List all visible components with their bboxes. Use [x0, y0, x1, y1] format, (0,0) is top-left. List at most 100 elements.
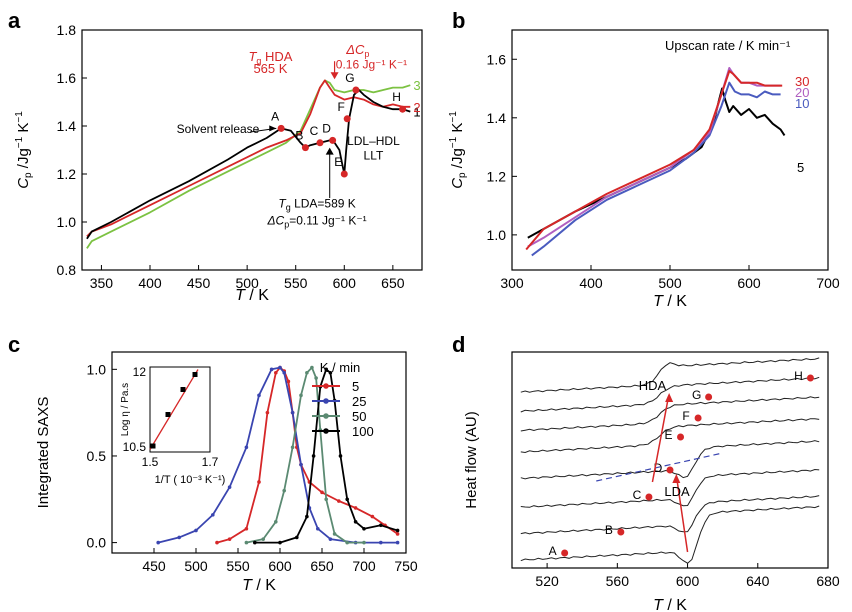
data-point-5: [244, 526, 249, 531]
y-axis-label: Cp /Jg−1 K−1: [448, 111, 468, 189]
annotation-dcp-hda: ΔCp: [345, 42, 369, 59]
annotation-dcp-hda-value: 0.16 Jg⁻¹ K⁻¹: [336, 57, 407, 71]
series-label-1: 1: [413, 105, 420, 120]
data-point-5: [395, 532, 400, 536]
data-point-50: [332, 532, 337, 536]
legend-label-5: 5: [352, 379, 359, 394]
trace-G: [520, 376, 820, 413]
annotation-arrowhead-solvent: [269, 125, 277, 132]
point-label-B: B: [295, 129, 303, 143]
inset-xtick-label: 1.5: [142, 455, 159, 469]
x-axis-label: T / K: [653, 293, 687, 310]
panel-d-xtick-label: 640: [746, 573, 770, 589]
legend-marker-5: [323, 383, 329, 389]
panel-a-xtick-label: 500: [235, 275, 259, 291]
panel-d: 520 560 600 640 680 Heat flow (AU) T / K A B CD EF…: [463, 351, 840, 612]
point-E: [677, 433, 685, 441]
x-axis-label: T / K: [242, 577, 276, 594]
data-point-5: [274, 370, 278, 375]
y-axis-label: Integrated SAXS: [35, 397, 52, 509]
annotation-ldl-hdl: LDL–HDL: [347, 134, 400, 148]
arrow-hda: [651, 397, 669, 483]
data-point-50: [282, 488, 287, 493]
data-point-5: [337, 499, 341, 503]
point-A: [561, 549, 569, 557]
data-point-5: [265, 410, 270, 415]
point-C: [645, 493, 653, 501]
point-label-G: G: [692, 388, 701, 402]
point-label-D: D: [322, 121, 331, 135]
data-point-50: [305, 370, 309, 375]
annotation-llt: LLT: [364, 149, 384, 163]
trace-B: [520, 495, 820, 535]
inset-point: [180, 387, 186, 392]
panel-c: 450 500 550 600 650 700 7500.00.51.0Integrated…: [35, 351, 418, 594]
panel-a-xtick-label: 650: [381, 275, 405, 291]
panel-a-ytick-label: 1.6: [57, 70, 77, 86]
panel-b-ytick-label: 1.2: [487, 168, 507, 184]
data-point-50: [362, 540, 366, 545]
data-point-50: [244, 540, 249, 545]
data-point-25: [316, 526, 320, 531]
panel-label-d: d: [452, 332, 465, 357]
panel-d-xtick-label: 520: [535, 573, 559, 589]
inset-fit-line: [149, 369, 199, 450]
trace-F: [520, 396, 820, 432]
inset-point: [150, 443, 156, 449]
x-axis-label: T / K: [653, 597, 687, 612]
series-line-100: [254, 368, 398, 544]
series-line-10: [531, 81, 781, 257]
data-point-100: [311, 454, 316, 458]
point-B: [301, 144, 309, 152]
point-label-G: G: [345, 71, 354, 85]
panel-label-c: c: [8, 332, 20, 357]
legend-label-25: 25: [352, 394, 366, 409]
panel-b: 300 400 500 600 700 1.0 1.2 1.4 1.6 Cp /Jg−1 K−1 T…: [448, 29, 840, 310]
data-point-100: [353, 520, 358, 524]
data-point-25: [227, 485, 232, 489]
series-line-2: [86, 79, 411, 238]
point-F: [343, 115, 351, 123]
data-point-25: [328, 537, 333, 541]
series-label-30: 30: [795, 74, 809, 89]
panel-a-xtick-label: 400: [138, 275, 162, 291]
data-point-5: [286, 379, 291, 384]
legend-marker-50: [323, 413, 329, 419]
data-point-100: [324, 367, 329, 372]
data-point-5: [227, 537, 232, 541]
x-axis-label: T / K: [235, 287, 269, 304]
dashed-baseline: [596, 452, 723, 482]
arrowhead-hda: [665, 393, 674, 402]
inset-xtick-label: 1.7: [202, 455, 219, 469]
legend-marker-25: [323, 398, 329, 404]
panel-label-b: b: [452, 8, 465, 33]
panel-c-ytick-label: 0.0: [87, 535, 107, 551]
arrow-lda: [676, 479, 689, 553]
panel-a-ytick-label: 1.8: [57, 22, 77, 38]
data-point-50: [345, 540, 350, 545]
legend-label-100: 100: [352, 424, 374, 439]
point-F: [694, 414, 702, 422]
panel-a-xtick-label: 550: [284, 275, 308, 291]
point-D: [666, 466, 674, 474]
panel-c-frame: [111, 351, 407, 554]
annotation-hda: HDA: [639, 378, 667, 393]
panel-a-xtick-label: 600: [333, 275, 357, 291]
point-label-A: A: [271, 109, 279, 123]
panel-c-xtick-label: 700: [352, 558, 376, 574]
inset-xlabel: 1/T ( 10⁻³ K⁻¹): [155, 474, 226, 486]
legend-title: Upscan rate / K min⁻¹: [665, 38, 791, 53]
panel-a-ytick-label: 1.0: [57, 214, 77, 230]
data-point-50: [324, 497, 329, 502]
panel-c-xtick-label: 650: [310, 558, 334, 574]
panel-c-ytick-label: 0.5: [87, 448, 107, 464]
point-label-A: A: [549, 544, 557, 558]
data-point-5: [353, 506, 358, 510]
data-point-25: [257, 393, 261, 398]
annotation-arrowhead-hda: [330, 72, 339, 80]
panel-d-xtick-label: 680: [816, 573, 840, 589]
data-point-50: [274, 520, 278, 524]
data-point-25: [299, 462, 303, 467]
data-point-25: [395, 540, 400, 545]
panel-b-xtick-label: 500: [658, 275, 682, 291]
